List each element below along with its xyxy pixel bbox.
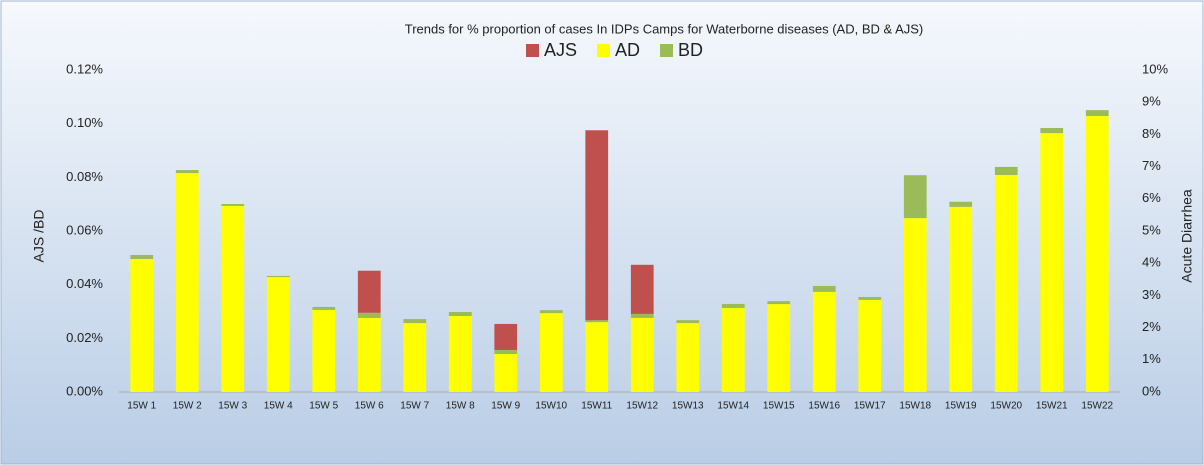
bar-segment <box>357 270 381 313</box>
bar-segment <box>676 323 700 392</box>
bar-segment <box>1040 128 1064 134</box>
y2-tick-label: 0% <box>1142 383 1161 398</box>
y2-tick-label: 3% <box>1142 287 1161 302</box>
y-tick-label: 0.04% <box>66 276 103 291</box>
x-tick-label: 15W 7 <box>400 401 429 412</box>
bar-segment <box>858 296 882 300</box>
bar-segment <box>630 313 654 318</box>
bar-segment <box>403 323 427 392</box>
y2-tick-label: 8% <box>1142 126 1161 141</box>
y2-tick-label: 1% <box>1142 351 1161 366</box>
bar-segment <box>357 317 381 392</box>
y2-axis-label: Acute Diarrhea <box>1179 189 1195 283</box>
bar-segment <box>721 303 745 308</box>
bar-segment <box>903 175 927 219</box>
bar-segment <box>539 310 563 314</box>
bar-segment <box>812 285 836 292</box>
bar-segment <box>266 275 290 278</box>
bar-segment <box>403 319 427 324</box>
bar-segment <box>448 316 472 392</box>
bar-segment <box>585 322 609 392</box>
x-tick-label: 15W18 <box>899 401 931 412</box>
bar-segment <box>767 304 791 392</box>
x-tick-label: 15W 1 <box>127 401 156 412</box>
y-tick-label: 0.12% <box>66 61 103 76</box>
bar-segment <box>812 291 836 392</box>
bar-segment <box>858 299 882 392</box>
x-tick-label: 15W 3 <box>218 401 247 412</box>
x-tick-label: 15W21 <box>1036 401 1068 412</box>
bar-segment <box>949 201 973 207</box>
bar-segment <box>130 254 154 260</box>
bar-segment <box>175 170 199 174</box>
x-tick-label: 15W13 <box>672 401 704 412</box>
legend-label: AJS <box>544 40 577 60</box>
x-tick-label: 15W 4 <box>264 401 293 412</box>
y2-tick-label: 5% <box>1142 222 1161 237</box>
y2-tick-label: 7% <box>1142 158 1161 173</box>
bar-segment <box>494 323 518 350</box>
bar-segment <box>585 130 609 321</box>
bar-segment <box>903 218 927 392</box>
bar-segment <box>448 311 472 317</box>
x-tick-label: 15W 5 <box>309 401 338 412</box>
y2-tick-label: 10% <box>1142 61 1168 76</box>
bar-segment <box>175 173 199 392</box>
x-tick-label: 15W22 <box>1081 401 1113 412</box>
y2-tick-label: 6% <box>1142 190 1161 205</box>
bar-segment <box>221 205 245 392</box>
bar-segment <box>312 309 336 392</box>
y2-tick-label: 9% <box>1142 94 1161 109</box>
bar-segment <box>994 166 1018 175</box>
x-tick-label: 15W16 <box>808 401 840 412</box>
bar-segment <box>221 204 245 206</box>
bar-segment <box>767 301 791 305</box>
y-axis-label: AJS /BD <box>31 210 47 263</box>
bar-segment <box>630 264 654 314</box>
bar-segment <box>1085 116 1109 393</box>
y2-tick-label: 4% <box>1142 255 1161 270</box>
legend-label: BD <box>678 40 703 60</box>
x-tick-label: 15W20 <box>990 401 1022 412</box>
x-tick-label: 15W12 <box>626 401 658 412</box>
bar-segment <box>539 313 563 392</box>
x-tick-label: 15W17 <box>854 401 886 412</box>
bar-segment <box>1040 133 1064 392</box>
bar-segment <box>494 349 518 355</box>
bar-segment <box>130 259 154 392</box>
y-tick-label: 0.10% <box>66 115 103 130</box>
x-tick-label: 15W10 <box>535 401 567 412</box>
x-tick-label: 15W 8 <box>446 401 475 412</box>
bar-segment <box>721 307 745 392</box>
y-tick-label: 0.08% <box>66 169 103 184</box>
bar-segment <box>585 320 609 323</box>
bar-segment <box>630 317 654 392</box>
legend-swatch <box>660 44 674 57</box>
y2-tick-label: 2% <box>1142 319 1161 334</box>
bar-segment <box>266 277 290 392</box>
bar-segment <box>1085 110 1109 117</box>
x-tick-label: 15W 9 <box>491 401 520 412</box>
bar-segment <box>357 312 381 318</box>
chart-title: Trends for % proportion of cases In IDPs… <box>405 21 924 36</box>
x-tick-label: 15W 2 <box>173 401 202 412</box>
x-tick-label: 15W 6 <box>355 401 384 412</box>
legend-swatch <box>526 44 539 57</box>
y-tick-label: 0.00% <box>66 383 103 398</box>
legend-label: AD <box>615 40 640 60</box>
x-tick-label: 15W19 <box>945 401 977 412</box>
bar-segment <box>994 174 1018 392</box>
y-tick-label: 0.06% <box>66 222 103 237</box>
legend-swatch <box>597 44 611 57</box>
y-tick-label: 0.02% <box>66 330 103 345</box>
bar-segment <box>312 306 336 310</box>
bar-segment <box>949 206 973 392</box>
x-tick-label: 15W15 <box>763 401 795 412</box>
bar-segment <box>676 320 700 324</box>
x-tick-label: 15W11 <box>581 401 612 412</box>
x-tick-label: 15W14 <box>717 401 749 412</box>
bar-segment <box>494 354 518 392</box>
